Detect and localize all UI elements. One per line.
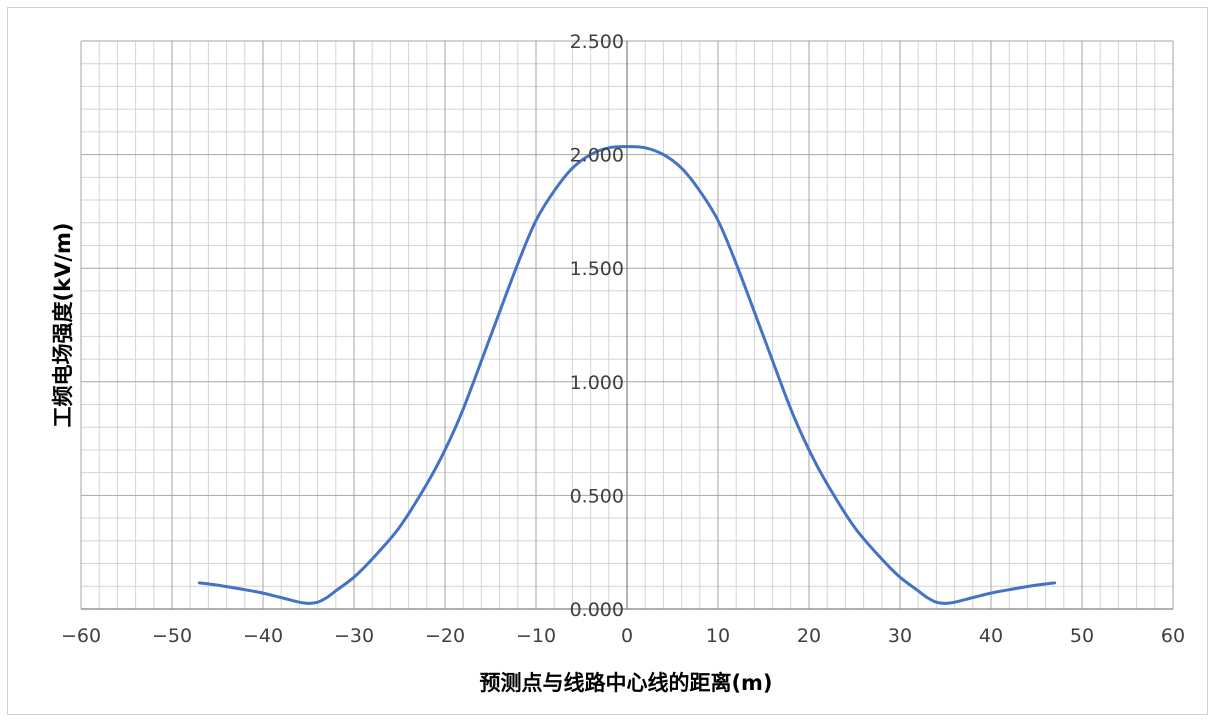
x-tick-label: −30 bbox=[334, 625, 374, 647]
y-tick-label: 0.000 bbox=[570, 599, 624, 621]
x-tick-label: 0 bbox=[621, 625, 633, 647]
series-line-0 bbox=[197, 145, 1057, 605]
y-tick-labels: 0.000 0.500 1.000 1.500 2.000 2.500 bbox=[570, 31, 624, 621]
y-tick-label: 1.000 bbox=[570, 372, 624, 394]
x-tick-label: 60 bbox=[1161, 625, 1185, 647]
y-axis-title: 工频电场强度(kV/m) bbox=[51, 223, 75, 428]
y-tick-label: 0.500 bbox=[570, 485, 624, 507]
x-tick-label: 50 bbox=[1070, 625, 1094, 647]
x-tick-label: 10 bbox=[706, 625, 730, 647]
x-tick-label: −40 bbox=[243, 625, 283, 647]
x-tick-labels: −60 −50 −40 −30 −20 −10 0 10 20 30 40 50 60 bbox=[61, 625, 1185, 647]
x-tick-label: −10 bbox=[516, 625, 556, 647]
series-layer bbox=[197, 145, 1057, 605]
y-tick-label: 2.000 bbox=[570, 145, 624, 167]
x-tick-label: −50 bbox=[152, 625, 192, 647]
x-tick-label: 40 bbox=[979, 625, 1003, 647]
x-axis-title: 预测点与线路中心线的距离(m) bbox=[479, 671, 772, 695]
y-tick-label: 2.500 bbox=[570, 31, 624, 53]
chart-frame bbox=[7, 7, 1208, 715]
x-tick-label: −20 bbox=[425, 625, 465, 647]
x-tick-label: 20 bbox=[797, 625, 821, 647]
axes bbox=[81, 41, 1173, 610]
x-tick-label: 30 bbox=[888, 625, 912, 647]
y-tick-label: 1.500 bbox=[570, 258, 624, 280]
x-tick-label: −60 bbox=[61, 625, 101, 647]
